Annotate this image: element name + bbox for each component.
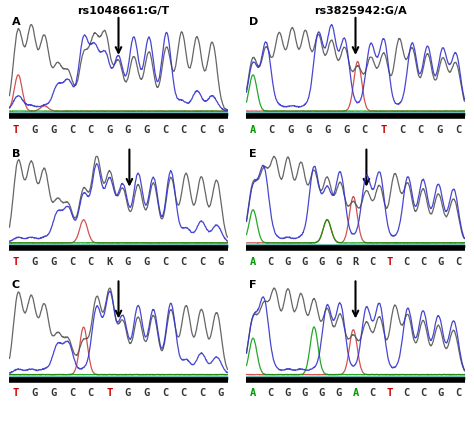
Text: C: C [421,257,427,266]
Text: C: C [362,125,368,135]
Text: G: G [32,125,38,135]
Text: G: G [287,125,293,135]
Text: G: G [125,125,131,135]
Text: T: T [380,125,387,135]
Text: G: G [50,388,56,398]
Text: G: G [335,388,342,398]
Text: T: T [13,125,19,135]
Text: E: E [249,149,256,159]
Text: C: C [269,125,275,135]
Text: T: T [13,388,19,398]
Text: rs3825942:G/A: rs3825942:G/A [314,6,407,17]
Text: C: C [162,388,168,398]
Text: T: T [106,388,112,398]
Text: G: G [32,257,38,266]
Text: G: G [125,257,131,266]
Text: G: G [301,257,307,266]
Text: R: R [352,257,359,266]
Text: C: C [87,388,94,398]
Text: C: C [404,388,410,398]
Text: G: G [438,257,444,266]
Text: G: G [306,125,312,135]
Text: G: G [32,388,38,398]
Text: G: G [106,125,112,135]
Text: A: A [250,125,256,135]
Text: G: G [50,257,56,266]
Text: G: G [335,257,342,266]
Text: C: C [267,257,273,266]
Text: G: G [318,257,325,266]
Text: C: C [69,125,75,135]
Text: C: C [455,257,461,266]
Text: rs1048661:G/T: rs1048661:G/T [77,6,169,17]
Text: C: C [162,125,168,135]
Text: G: G [284,388,290,398]
Text: C: C [455,388,461,398]
Text: G: G [343,125,349,135]
Text: B: B [12,149,20,159]
Text: A: A [352,388,359,398]
Text: D: D [249,17,258,27]
Text: G: G [284,257,290,266]
Text: C: C [421,388,427,398]
Text: A: A [250,257,256,266]
Text: T: T [386,257,393,266]
Text: T: T [13,257,19,266]
Text: C: C [267,388,273,398]
Text: C: C [87,125,94,135]
Text: C: C [418,125,424,135]
Text: G: G [50,125,56,135]
Text: G: G [436,125,442,135]
Text: C: C [181,257,187,266]
Text: C: C [181,388,187,398]
Text: G: G [324,125,331,135]
Text: G: G [125,388,131,398]
Text: C: C [369,388,376,398]
Text: C: C [199,388,205,398]
Text: C: C [199,125,205,135]
Text: T: T [386,388,393,398]
Text: C: C [69,388,75,398]
Text: C: C [404,257,410,266]
Text: A: A [12,17,20,27]
Text: G: G [143,388,150,398]
Text: C: C [181,125,187,135]
Text: C: C [87,257,94,266]
Text: G: G [438,388,444,398]
Text: C: C [369,257,376,266]
Text: G: G [301,388,307,398]
Text: F: F [249,280,256,291]
Text: C: C [199,257,205,266]
Text: G: G [218,125,224,135]
Text: C: C [399,125,405,135]
Text: C: C [69,257,75,266]
Text: K: K [106,257,112,266]
Text: G: G [143,257,150,266]
Text: G: G [143,125,150,135]
Text: G: G [318,388,325,398]
Text: G: G [218,257,224,266]
Text: A: A [250,388,256,398]
Text: C: C [12,280,20,291]
Text: C: C [455,125,461,135]
Text: C: C [162,257,168,266]
Text: G: G [218,388,224,398]
